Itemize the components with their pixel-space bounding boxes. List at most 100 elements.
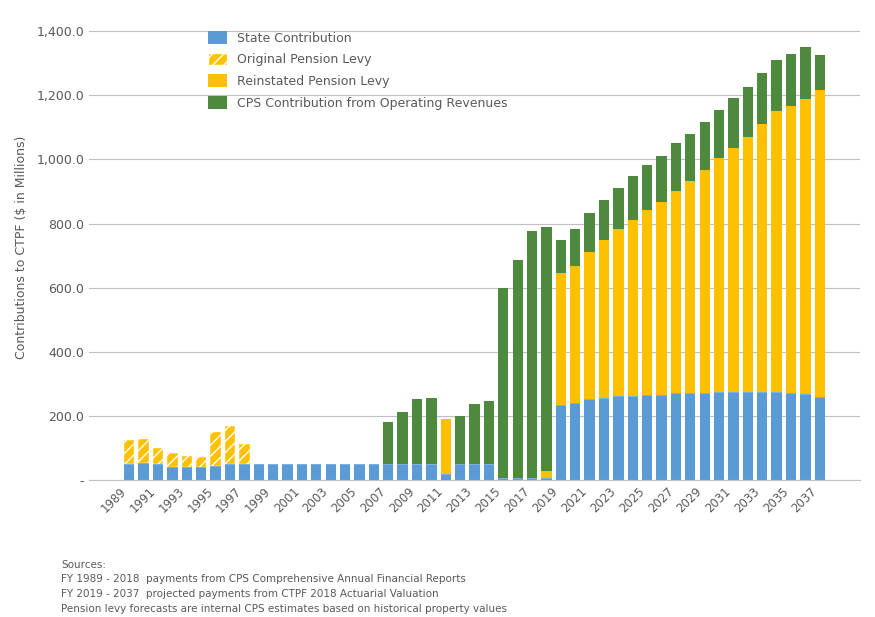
- Bar: [642, 395, 653, 481]
- Bar: [412, 399, 422, 463]
- Bar: [556, 405, 566, 481]
- Bar: [556, 273, 566, 405]
- Bar: [728, 99, 738, 148]
- Bar: [699, 122, 710, 170]
- Bar: [685, 134, 696, 181]
- Bar: [786, 106, 796, 393]
- Bar: [801, 99, 810, 394]
- Bar: [815, 397, 825, 481]
- Bar: [340, 463, 350, 481]
- Bar: [455, 463, 466, 481]
- Bar: [498, 288, 508, 478]
- Legend: State Contribution, Original Pension Levy, Reinstated Pension Levy, CPS Contribu: State Contribution, Original Pension Lev…: [203, 26, 513, 115]
- Bar: [757, 73, 767, 124]
- Bar: [642, 165, 653, 210]
- Bar: [801, 394, 810, 481]
- Bar: [772, 111, 781, 392]
- Bar: [743, 87, 753, 137]
- Bar: [570, 267, 580, 403]
- Bar: [743, 392, 753, 481]
- Bar: [368, 463, 379, 481]
- Bar: [714, 158, 724, 392]
- Bar: [699, 393, 710, 481]
- Bar: [714, 392, 724, 481]
- Bar: [182, 467, 192, 481]
- Bar: [584, 252, 595, 399]
- Bar: [627, 220, 638, 396]
- Bar: [671, 191, 681, 393]
- Bar: [656, 202, 667, 395]
- Bar: [426, 463, 437, 481]
- Bar: [613, 396, 624, 481]
- Bar: [326, 463, 336, 481]
- Bar: [627, 396, 638, 481]
- Bar: [153, 447, 164, 465]
- Bar: [570, 403, 580, 481]
- Bar: [412, 463, 422, 481]
- Bar: [225, 465, 235, 481]
- Bar: [513, 478, 523, 481]
- Text: Sources:
FY 1989 - 2018  payments from CPS Comprehensive Annual Financial Report: Sources: FY 1989 - 2018 payments from CP…: [61, 560, 508, 614]
- Bar: [527, 478, 537, 481]
- Bar: [354, 463, 365, 481]
- Bar: [627, 176, 638, 220]
- Bar: [469, 404, 480, 463]
- Bar: [786, 54, 796, 106]
- Bar: [312, 463, 321, 481]
- Bar: [757, 392, 767, 481]
- Bar: [426, 398, 437, 463]
- Bar: [469, 463, 480, 481]
- Bar: [138, 439, 149, 463]
- Bar: [268, 463, 278, 481]
- Bar: [656, 395, 667, 481]
- Bar: [239, 463, 249, 481]
- Bar: [714, 110, 724, 158]
- Bar: [671, 393, 681, 481]
- Bar: [671, 143, 681, 191]
- Bar: [527, 231, 537, 478]
- Bar: [167, 467, 178, 481]
- Bar: [584, 213, 595, 252]
- Bar: [283, 463, 293, 481]
- Bar: [598, 397, 609, 481]
- Bar: [182, 455, 192, 467]
- Bar: [441, 474, 451, 481]
- Bar: [685, 393, 696, 481]
- Bar: [239, 444, 249, 463]
- Bar: [542, 228, 551, 471]
- Bar: [484, 463, 494, 481]
- Bar: [254, 463, 264, 481]
- Bar: [801, 47, 810, 99]
- Bar: [570, 230, 580, 267]
- Bar: [656, 155, 667, 202]
- Bar: [196, 457, 206, 467]
- Bar: [196, 467, 206, 481]
- Bar: [542, 471, 551, 478]
- Bar: [815, 91, 825, 397]
- Bar: [167, 453, 178, 467]
- Bar: [397, 412, 408, 463]
- Bar: [786, 393, 796, 481]
- Bar: [210, 433, 220, 466]
- Bar: [383, 422, 394, 463]
- Y-axis label: Contributions to CTPF ($ in Millions): Contributions to CTPF ($ in Millions): [15, 136, 28, 359]
- Bar: [383, 463, 394, 481]
- Bar: [124, 441, 135, 465]
- Bar: [743, 137, 753, 392]
- Bar: [455, 415, 466, 463]
- Bar: [542, 478, 551, 481]
- Bar: [556, 239, 566, 273]
- Bar: [153, 465, 164, 481]
- Bar: [598, 240, 609, 397]
- Bar: [699, 170, 710, 393]
- Bar: [642, 210, 653, 395]
- Bar: [484, 401, 494, 463]
- Bar: [210, 466, 220, 481]
- Bar: [772, 392, 781, 481]
- Bar: [815, 55, 825, 91]
- Bar: [613, 188, 624, 230]
- Bar: [613, 230, 624, 396]
- Bar: [513, 260, 523, 478]
- Bar: [498, 478, 508, 481]
- Bar: [728, 392, 738, 481]
